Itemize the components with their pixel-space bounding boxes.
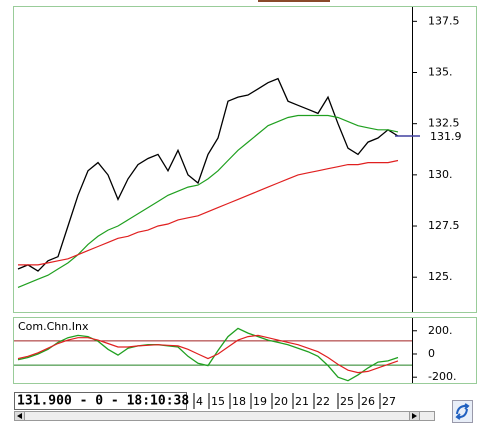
x-tick-label: 4 bbox=[196, 395, 203, 408]
arrow-right bbox=[412, 413, 417, 419]
x-tick-label: 20 bbox=[274, 395, 288, 408]
indicator-panel bbox=[13, 317, 477, 384]
y-tick-label: 125. bbox=[428, 270, 453, 283]
y-tick-label: 137.5 bbox=[428, 14, 460, 27]
arrow-left bbox=[17, 413, 22, 419]
series-line bbox=[17, 114, 399, 288]
refresh-button[interactable] bbox=[452, 400, 473, 423]
series-line bbox=[17, 77, 399, 272]
series-line bbox=[17, 334, 399, 374]
y-tick-label: 132.5 bbox=[428, 117, 460, 130]
y-tick-label: 200. bbox=[428, 324, 453, 337]
x-tick-label: 18 bbox=[232, 395, 246, 408]
x-tick-label: 26 bbox=[361, 395, 375, 408]
status-text: 131.900 - 0 - 18:10:38 bbox=[17, 394, 189, 409]
y-tick-label: 130. bbox=[428, 168, 453, 181]
y-tick-label: -200. bbox=[428, 370, 456, 383]
x-tick-label: 19 bbox=[253, 395, 267, 408]
refresh-icon bbox=[455, 403, 470, 420]
x-tick-label: 25 bbox=[340, 395, 354, 408]
status-box bbox=[14, 392, 187, 410]
indicator-title: Com.Chn.Inx bbox=[18, 320, 89, 333]
x-tick-label: 27 bbox=[382, 395, 396, 408]
series-line bbox=[17, 327, 399, 382]
last-price-label: 131.9 bbox=[430, 130, 462, 143]
y-tick-label: 127.5 bbox=[428, 219, 460, 232]
main-panel bbox=[13, 6, 477, 313]
series-line bbox=[18, 159, 399, 266]
scrollbar[interactable] bbox=[14, 411, 435, 421]
x-tick-label: 22 bbox=[316, 395, 330, 408]
x-tick-label: 21 bbox=[295, 395, 309, 408]
y-tick-label: 0 bbox=[428, 347, 435, 360]
y-tick-label: 135. bbox=[428, 66, 453, 79]
x-tick-label: 15 bbox=[211, 395, 225, 408]
